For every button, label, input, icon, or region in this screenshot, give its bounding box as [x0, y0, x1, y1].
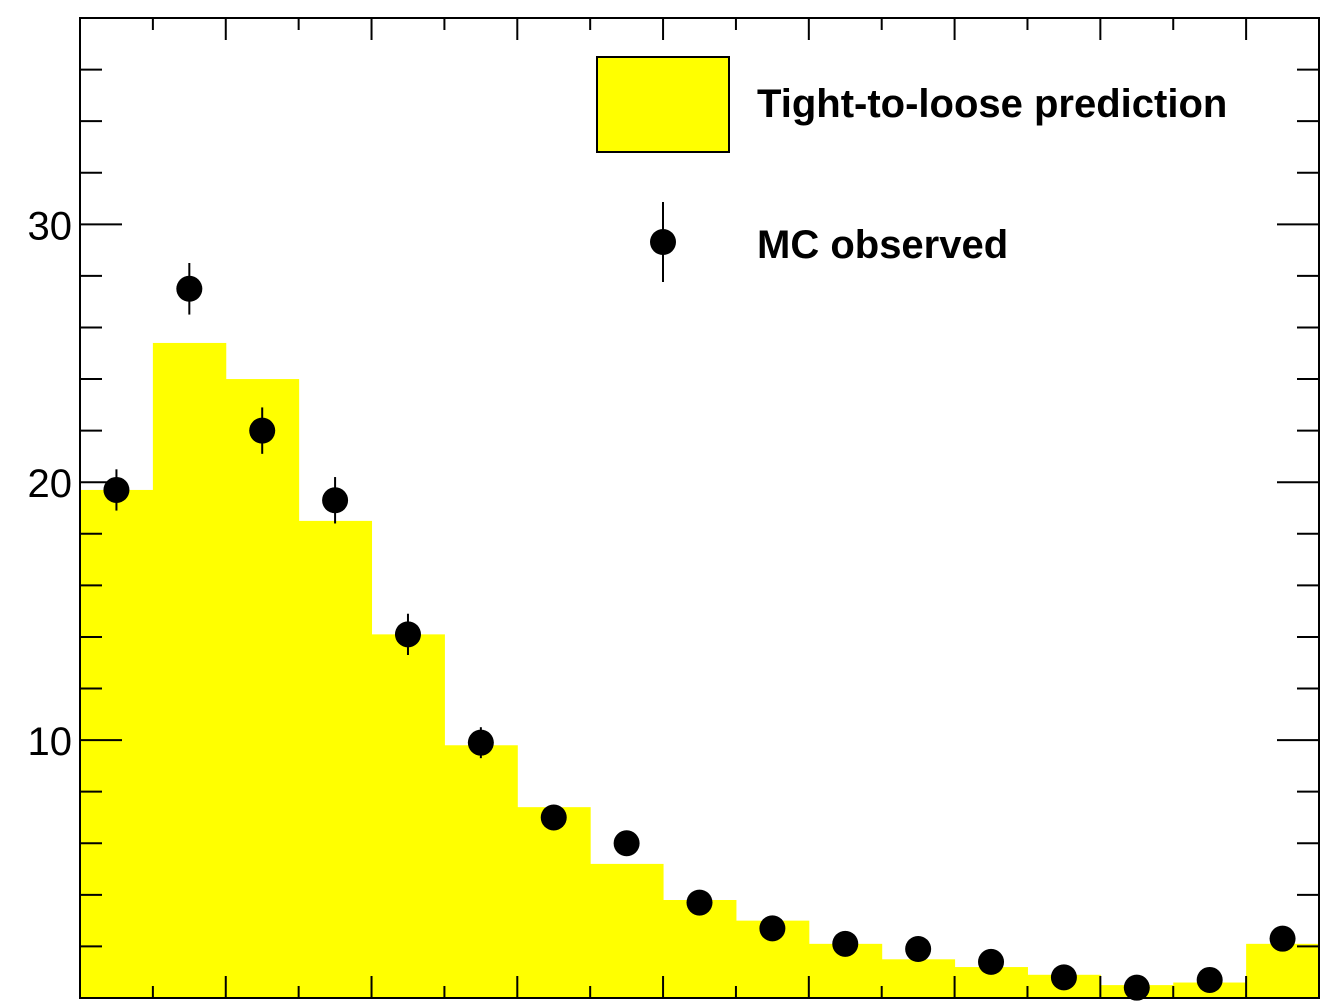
prediction-histogram — [80, 342, 1320, 999]
histogram-bar-5 — [371, 634, 445, 998]
y-tick-label-20: 20 — [28, 462, 73, 506]
histogram-bar-12 — [881, 959, 956, 998]
legend-marker-observed — [650, 229, 676, 255]
observed-point-8 — [613, 830, 640, 857]
observed-point-17 — [1269, 925, 1296, 952]
legend-label-observed: MC observed — [757, 223, 1008, 267]
observed-point-11 — [832, 930, 859, 957]
observed-point-13 — [978, 948, 1005, 975]
histogram-bar-2 — [152, 342, 227, 998]
histogram-bar-7 — [517, 807, 591, 998]
observed-point-12 — [905, 936, 932, 962]
legend-label-prediction: Tight-to-loose prediction — [757, 82, 1227, 126]
observed-point-9 — [686, 889, 713, 916]
y-tick-label-10: 10 — [28, 720, 73, 764]
observed-point-16 — [1196, 966, 1223, 993]
y-tick-labels: 10 20 30 — [28, 204, 73, 764]
histogram-bar-4 — [298, 520, 373, 998]
histogram-bar-9 — [663, 900, 737, 998]
histogram-bar-17 — [1246, 943, 1320, 998]
observed-point-3 — [249, 417, 276, 444]
observed-point-7 — [540, 804, 567, 831]
histogram-bar-3 — [225, 379, 300, 999]
observed-point-15 — [1123, 974, 1150, 1001]
observed-point-10 — [759, 915, 786, 942]
observed-point-2 — [176, 275, 203, 302]
histogram-bar-6 — [444, 745, 518, 998]
plot-border — [79, 17, 1320, 999]
histogram-bar-1 — [80, 489, 154, 998]
axis-ticks — [80, 18, 1319, 998]
observed-point-6 — [467, 729, 494, 756]
observed-point-1 — [103, 476, 130, 503]
observed-point-14 — [1050, 964, 1077, 991]
legend-swatch-prediction — [596, 56, 730, 153]
observed-points — [103, 263, 1296, 1001]
observed-point-4 — [322, 487, 349, 514]
plot-frame — [79, 17, 1320, 999]
observed-point-5 — [394, 621, 421, 648]
y-tick-label-30: 30 — [28, 204, 73, 248]
histogram-bar-8 — [590, 863, 664, 998]
legend: Tight-to-loose prediction MC observed — [596, 56, 1227, 282]
